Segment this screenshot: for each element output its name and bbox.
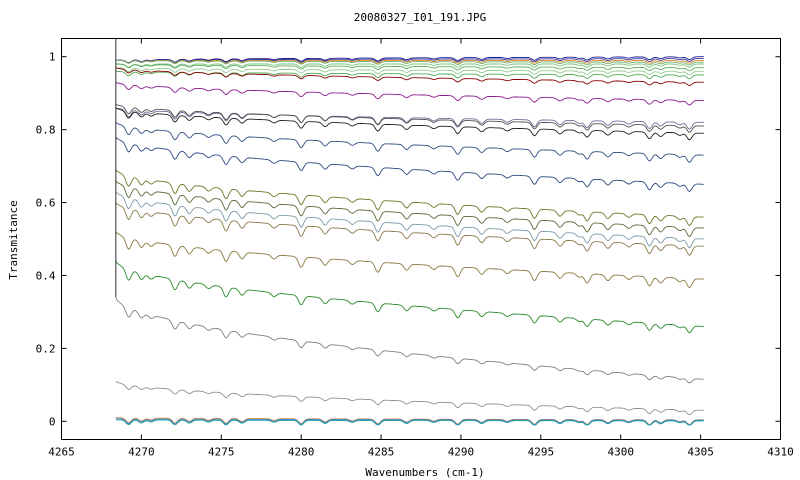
x-tick-label: 4275 bbox=[208, 446, 235, 459]
spectrum-series-line bbox=[115, 63, 704, 68]
y-axis-label: Transmitance bbox=[7, 200, 20, 279]
spectrum-series-line bbox=[115, 202, 704, 256]
y-axis-ticks: 0 0.2 0.4 0.6 0.8 1 bbox=[36, 51, 781, 428]
y-tick-label: 1 bbox=[49, 51, 56, 64]
x-tick-label: 4310 bbox=[767, 446, 794, 459]
chart-title: 20080327_I01_191.JPG bbox=[354, 11, 486, 24]
y-tick-label: 0.4 bbox=[36, 269, 56, 282]
spectrum-series-line bbox=[115, 419, 704, 426]
spectrum-series-line bbox=[115, 59, 704, 64]
x-axis-label: Wavenumbers (cm-1) bbox=[365, 466, 484, 479]
spectrum-series-line bbox=[115, 103, 704, 133]
spectrum-series-line bbox=[115, 260, 704, 334]
spectrum-series-line bbox=[115, 121, 704, 163]
x-tick-label: 4285 bbox=[368, 446, 395, 459]
spectrum-series-line bbox=[115, 56, 704, 64]
spectrum-series-line bbox=[115, 81, 704, 106]
spectrum-series-line bbox=[115, 59, 704, 66]
plot-frame bbox=[61, 38, 781, 440]
spectrum-series-line bbox=[115, 67, 704, 86]
spectrum-series-line bbox=[115, 63, 704, 72]
spectrum-series-line bbox=[115, 231, 704, 289]
spectrum-series-line bbox=[115, 70, 704, 80]
x-tick-label: 4305 bbox=[687, 446, 714, 459]
spectrum-series-line bbox=[115, 180, 704, 238]
spectrum-series-line bbox=[115, 58, 704, 64]
spectrum-series-line bbox=[115, 418, 704, 426]
spectrum-series-line bbox=[115, 136, 704, 193]
y-tick-label: 0.6 bbox=[36, 197, 56, 210]
spectrum-series-line bbox=[115, 107, 704, 130]
series-layer bbox=[115, 38, 704, 426]
spectrum-series-line bbox=[115, 297, 704, 384]
x-tick-label: 4290 bbox=[448, 446, 475, 459]
y-tick-label: 0 bbox=[49, 415, 56, 428]
spectrum-series-line bbox=[115, 169, 704, 226]
y-tick-label: 0.2 bbox=[36, 342, 56, 355]
spectrum-series-line bbox=[115, 67, 704, 76]
x-tick-label: 4280 bbox=[288, 446, 315, 459]
x-tick-label: 4265 bbox=[48, 446, 75, 459]
spectrum-series-line bbox=[115, 107, 704, 141]
spectrum-series-line bbox=[115, 191, 704, 249]
x-tick-label: 4270 bbox=[128, 446, 155, 459]
spectrum-series-line bbox=[115, 380, 704, 416]
x-axis-ticks: 4265 4270 4275 4280 4285 4290 4295 4300 4305 4310 bbox=[48, 38, 794, 459]
x-tick-label: 4295 bbox=[528, 446, 555, 459]
x-tick-label: 4300 bbox=[607, 446, 634, 459]
y-tick-label: 0.8 bbox=[36, 124, 56, 137]
